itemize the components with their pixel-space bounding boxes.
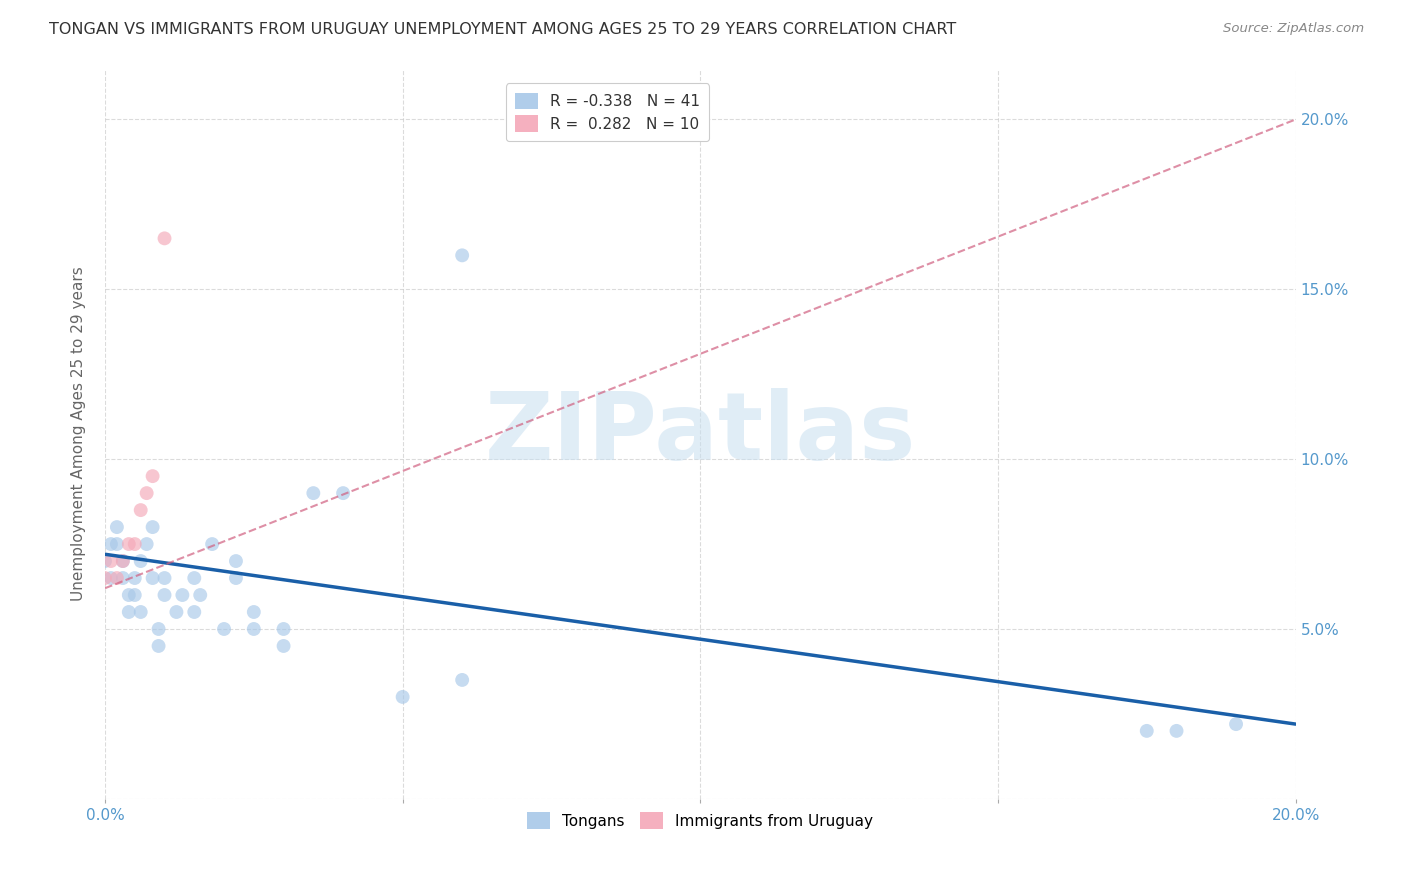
Point <box>142 571 165 585</box>
Point <box>243 622 266 636</box>
Point <box>105 537 128 551</box>
Point <box>188 588 211 602</box>
Point <box>332 486 354 500</box>
Point <box>124 588 146 602</box>
Point <box>124 537 146 551</box>
Point <box>451 673 474 687</box>
Point <box>1166 723 1188 738</box>
Point <box>124 571 146 585</box>
Point <box>142 520 165 534</box>
Text: Source: ZipAtlas.com: Source: ZipAtlas.com <box>1223 22 1364 36</box>
Point <box>225 571 247 585</box>
Point <box>118 537 141 551</box>
Point <box>451 248 474 262</box>
Point <box>212 622 235 636</box>
Point <box>391 690 413 704</box>
Point <box>100 537 122 551</box>
Point <box>94 554 117 568</box>
Point <box>129 503 152 517</box>
Point <box>183 571 205 585</box>
Point <box>111 571 134 585</box>
Text: TONGAN VS IMMIGRANTS FROM URUGUAY UNEMPLOYMENT AMONG AGES 25 TO 29 YEARS CORRELA: TONGAN VS IMMIGRANTS FROM URUGUAY UNEMPL… <box>49 22 956 37</box>
Point <box>129 554 152 568</box>
Point <box>243 605 266 619</box>
Point <box>153 231 176 245</box>
Point <box>105 571 128 585</box>
Point <box>273 622 295 636</box>
Point <box>183 605 205 619</box>
Point <box>302 486 325 500</box>
Point <box>105 520 128 534</box>
Point <box>1225 717 1247 731</box>
Point <box>201 537 224 551</box>
Point <box>135 486 157 500</box>
Point <box>94 571 117 585</box>
Point <box>225 554 247 568</box>
Point <box>165 605 187 619</box>
Text: ZIPatlas: ZIPatlas <box>485 388 915 480</box>
Point <box>129 605 152 619</box>
Point <box>111 554 134 568</box>
Point <box>118 605 141 619</box>
Point <box>142 469 165 483</box>
Point <box>1136 723 1159 738</box>
Point <box>100 554 122 568</box>
Legend: Tongans, Immigrants from Uruguay: Tongans, Immigrants from Uruguay <box>522 806 879 835</box>
Point <box>118 588 141 602</box>
Point <box>135 537 157 551</box>
Point <box>148 639 170 653</box>
Point <box>153 571 176 585</box>
Point <box>111 554 134 568</box>
Y-axis label: Unemployment Among Ages 25 to 29 years: Unemployment Among Ages 25 to 29 years <box>72 267 86 601</box>
Point <box>273 639 295 653</box>
Point <box>100 571 122 585</box>
Point <box>153 588 176 602</box>
Point <box>148 622 170 636</box>
Point <box>172 588 194 602</box>
